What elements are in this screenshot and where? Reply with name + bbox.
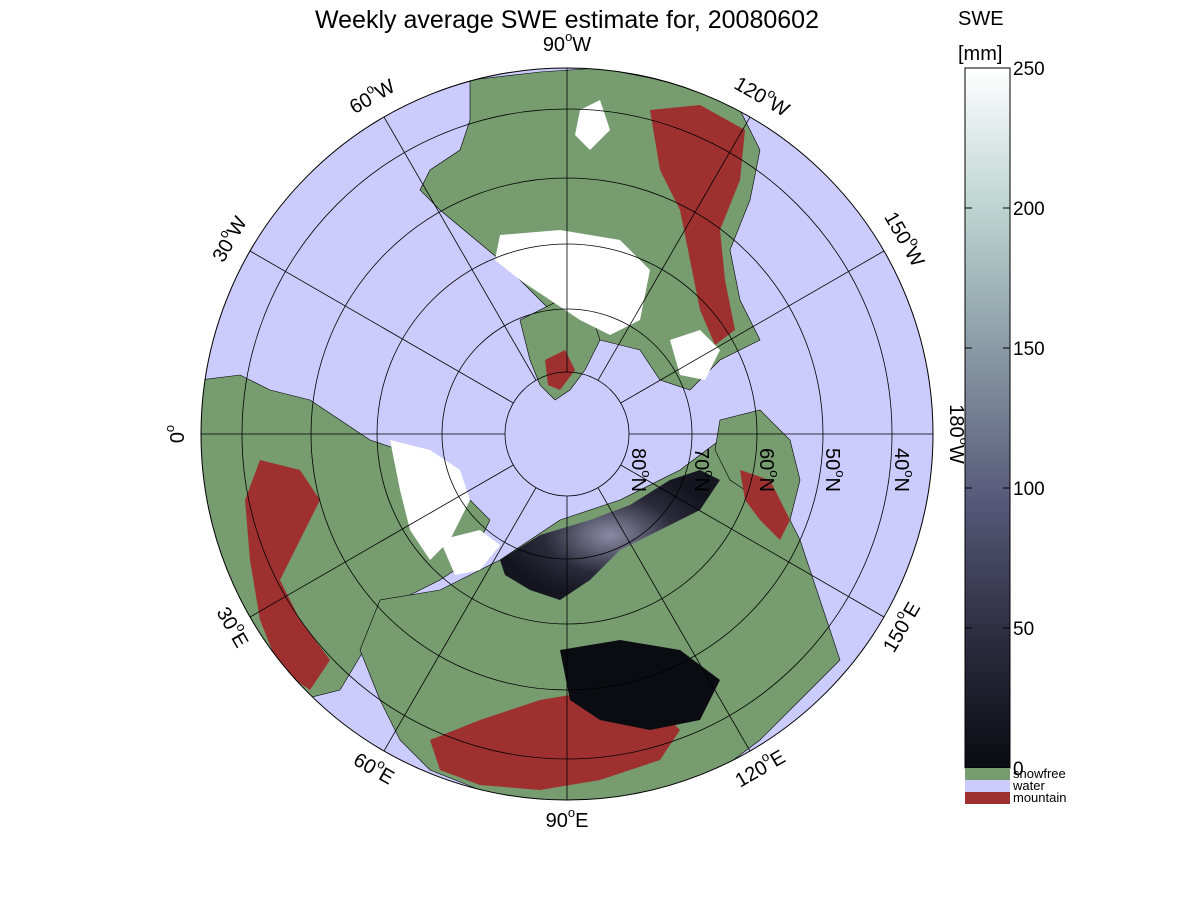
swe-siberia-snowpack — [500, 470, 720, 600]
longitude-label: 30oW — [205, 211, 252, 266]
colorbar-tick-label: 100 — [1013, 479, 1045, 500]
graticule — [201, 68, 933, 800]
meridian-line — [383, 116, 537, 381]
colorbar-tick-label: 50 — [1013, 619, 1034, 640]
snow-canadian-arctic — [495, 230, 650, 335]
longitude-label: 0o — [162, 425, 189, 443]
latitude-label: 80oN — [627, 448, 654, 492]
colorbar-tick-label: 250 — [1013, 59, 1045, 80]
latitude-label: 70oN — [690, 448, 717, 492]
landmass-asia — [359, 439, 841, 800]
meridian-line — [249, 250, 514, 404]
mountain-alps-scandinavia — [245, 460, 330, 690]
colorbar-label-swe: SWE — [958, 8, 1004, 30]
map-border — [200, 67, 934, 801]
longitude-label: 60oW — [344, 72, 399, 119]
colorbar-label-units: [mm] — [958, 43, 1002, 65]
meridian-lines — [201, 68, 933, 800]
category-label: mountain — [1013, 790, 1066, 805]
longitude-label: 90oW — [543, 29, 591, 56]
colorbar-tick-label: 200 — [1013, 199, 1045, 220]
colorbar: SWE [mm] 0 50 100 150 200 250 snowfreewatermo… — [958, 8, 1066, 805]
meridian-line — [249, 464, 514, 618]
meridian-line — [597, 487, 751, 752]
meridian-line — [383, 487, 537, 752]
mountain-rockies — [650, 105, 745, 345]
colorbar-gradient — [964, 67, 1011, 769]
polar-map — [201, 68, 933, 800]
category-label: snowfree — [1013, 766, 1066, 781]
snow-ural — [440, 530, 500, 575]
latitude-label: 50oN — [821, 448, 848, 492]
longitude-label: 90oE — [546, 805, 589, 832]
mountain-greenland-edge — [545, 350, 575, 390]
colorbar-ticks: 0 50 100 150 200 250 — [965, 59, 1045, 780]
chart-title: Weekly average SWE estimate for, 2008060… — [315, 6, 819, 34]
category-swatch — [965, 780, 1010, 792]
category-swatch — [965, 792, 1010, 804]
swe-asia-patches — [560, 640, 720, 730]
longitude-label: 180oW — [945, 404, 972, 464]
meridian-line — [597, 116, 751, 381]
category-label: water — [1012, 778, 1045, 793]
latitude-label: 60oN — [755, 448, 782, 492]
mountain-east-siberia — [740, 470, 790, 540]
latitude-label: 40oN — [890, 448, 917, 492]
snow-patches-north — [575, 100, 610, 150]
colorbar-tick-label: 0 — [1013, 759, 1024, 780]
snow-cover — [390, 100, 720, 730]
latitude-labels: 80oN 70oN 60oN 50oN 40oN — [627, 448, 917, 492]
snow-scandinavia — [390, 440, 470, 560]
colorbar-tick-label: 150 — [1013, 339, 1045, 360]
meridian-line — [620, 250, 885, 404]
category-swatch — [965, 768, 1010, 780]
meridian-line — [620, 464, 885, 618]
